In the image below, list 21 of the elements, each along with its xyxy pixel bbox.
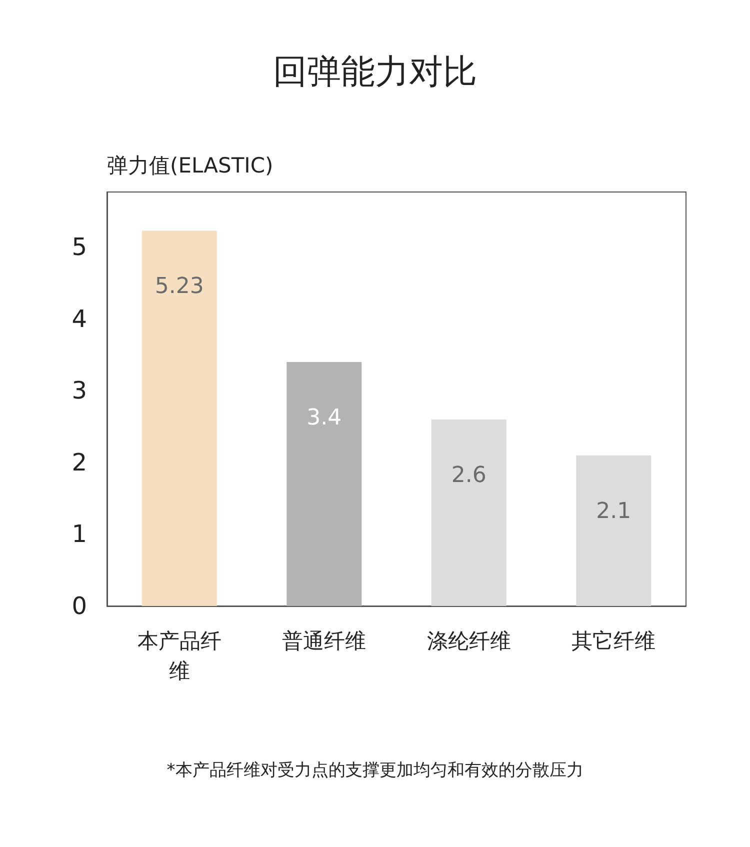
data-label: 3.4 — [306, 406, 342, 431]
bar — [142, 230, 217, 606]
data-label: 2.6 — [451, 462, 486, 488]
chart-title: 回弹能力对比 — [273, 52, 477, 92]
y-axis-title: 弹力值(ELASTIC) — [107, 154, 274, 178]
x-tick-label: 普通纤维 — [282, 629, 366, 653]
bar — [576, 455, 652, 606]
bar — [286, 362, 362, 606]
y-tick-label: 4 — [72, 305, 87, 333]
bar — [431, 419, 506, 606]
y-tick-label: 2 — [72, 448, 87, 476]
y-tick-label: 0 — [72, 592, 87, 620]
y-tick-label: 1 — [72, 520, 87, 548]
y-tick-label: 5 — [72, 233, 87, 262]
x-tick-label: 其它纤维 — [572, 629, 656, 653]
x-tick-label: 本产品纤维 — [137, 629, 222, 683]
data-label: 5.23 — [154, 274, 204, 300]
data-label: 2.1 — [596, 498, 632, 524]
x-tick-label: 涤纶纤维 — [426, 629, 511, 653]
text: *本产品纤维对受力点的支撑更加均匀和有效的分散压力 — [166, 760, 584, 780]
y-tick-label: 3 — [72, 376, 87, 405]
